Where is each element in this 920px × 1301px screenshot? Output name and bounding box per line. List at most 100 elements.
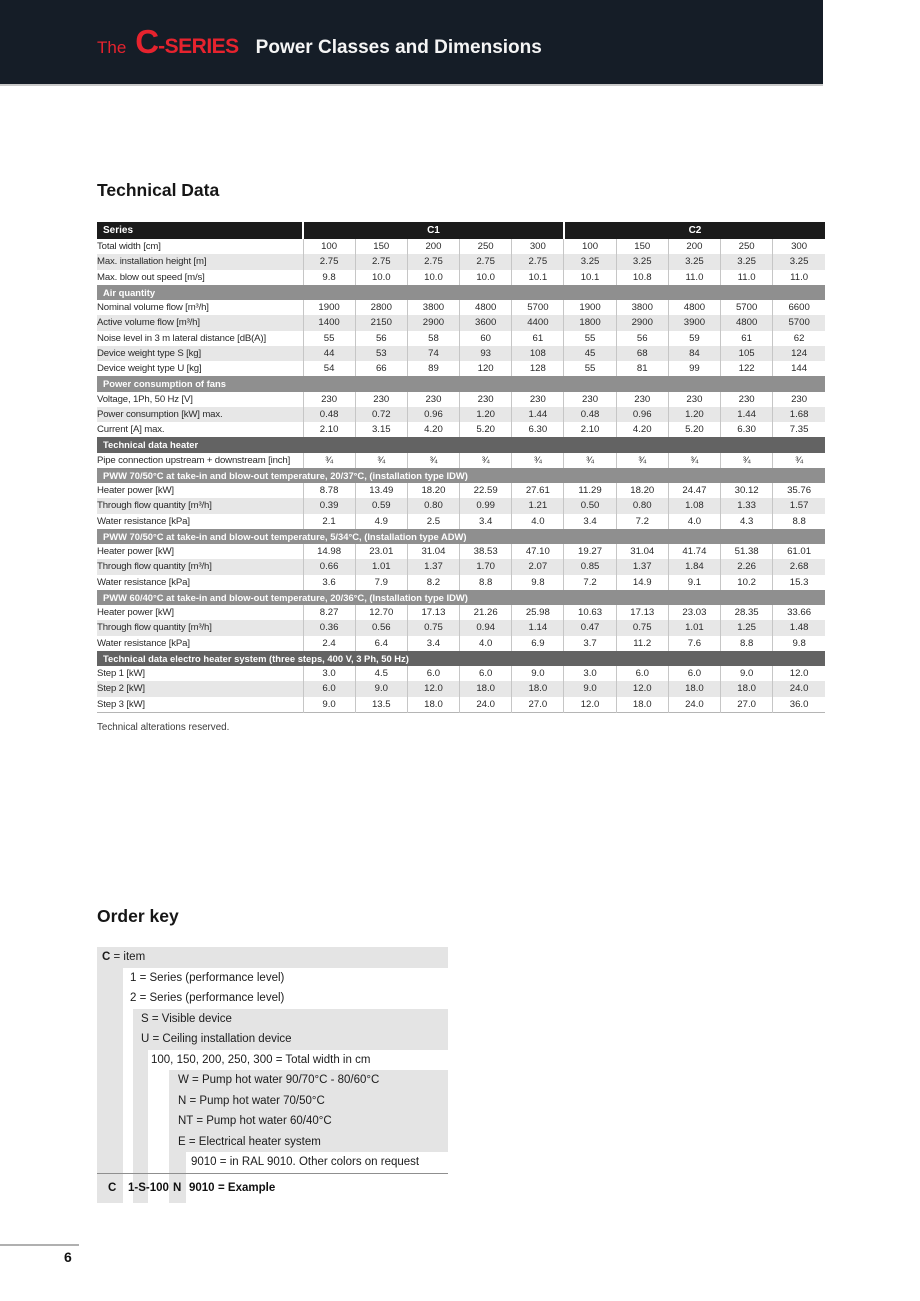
value-cell: 0.80	[406, 498, 460, 514]
value-cell: 10.1	[511, 269, 564, 285]
value-cell: 1.37	[615, 559, 669, 575]
value-cell: 10.0	[459, 269, 512, 285]
section-header-label: PWW 70/50°C at take-in and blow-out temp…	[97, 467, 825, 483]
value-cell: 5700	[720, 300, 773, 316]
value-cell: 55	[302, 330, 356, 346]
value-cell: 21.26	[459, 605, 512, 621]
value-cell: 124	[772, 345, 825, 361]
value-cell: 7.6	[667, 635, 721, 651]
value-cell: ¾	[563, 452, 617, 468]
value-cell: 44	[302, 345, 356, 361]
value-cell: 84	[667, 345, 721, 361]
alterations-note: Technical alterations reserved.	[97, 722, 230, 733]
value-cell: 2.5	[406, 513, 460, 529]
section-header-label: Air quantity	[97, 284, 825, 300]
table-row: Through flow quantity [m³/h] 0.39 0.59 0.80…	[97, 498, 825, 514]
value-cell: 3.25	[772, 254, 825, 270]
order-key-row: W = Pump hot water 90/70°C - 80/60°C	[97, 1070, 448, 1091]
value-cell: 1.37	[406, 559, 460, 575]
value-cell: 105	[720, 345, 773, 361]
value-cell: 66	[354, 361, 408, 377]
row-label: Nominal volume flow [m³/h]	[97, 302, 209, 314]
value-cell: 230	[302, 391, 356, 407]
value-cell: 2.68	[772, 559, 825, 575]
order-key-row-text: 1 = Series (performance level)	[130, 971, 285, 984]
value-cell: 7.35	[772, 422, 825, 438]
value-cell: 9.8	[772, 635, 825, 651]
value-cell: 1800	[563, 315, 617, 331]
value-cell: 4.9	[354, 513, 408, 529]
value-cell: 7.2	[563, 574, 617, 590]
value-cell: 13.49	[354, 483, 408, 499]
header-the-label: The	[97, 38, 127, 57]
value-cell: 2.75	[511, 254, 564, 270]
order-key-row-bar	[169, 1111, 448, 1132]
row-label: Current [A] max.	[97, 424, 165, 436]
table-row: Max. installation height [m] 2.75 2.75 2.75…	[97, 254, 825, 270]
row-label: Heater power [kW]	[97, 485, 174, 497]
value-cell: 2900	[406, 315, 460, 331]
value-cell: 1.70	[459, 559, 512, 575]
value-cell: 51.38	[720, 544, 773, 560]
value-cell: 230	[354, 391, 408, 407]
order-key-row: E = Electrical heater system	[97, 1131, 448, 1152]
series-header-cell: Series	[97, 222, 303, 239]
value-cell: 230	[615, 391, 669, 407]
value-cell: 99	[667, 361, 721, 377]
value-cell: 8.78	[302, 483, 356, 499]
value-cell: 22.59	[459, 483, 512, 499]
value-cell: 230	[511, 391, 564, 407]
value-cell: 3900	[667, 315, 721, 331]
value-cell: 13.5	[354, 696, 408, 713]
value-cell: 300	[772, 239, 825, 255]
order-key-row-bar	[169, 1070, 448, 1091]
value-cell: 53	[354, 345, 408, 361]
value-cell: 1.08	[667, 498, 721, 514]
value-cell: 3.25	[563, 254, 617, 270]
value-cell: 61	[720, 330, 773, 346]
value-cell: 56	[615, 330, 669, 346]
section-header-row: Power consumption of fans	[97, 376, 825, 392]
value-cell: 3.7	[563, 635, 617, 651]
value-cell: 230	[720, 391, 773, 407]
value-cell: 3.15	[354, 422, 408, 438]
value-cell: 9.1	[667, 574, 721, 590]
value-cell: 18.0	[667, 681, 721, 697]
order-key-row-bar	[97, 947, 448, 968]
value-cell: 6.0	[302, 681, 356, 697]
value-cell: 6.9	[511, 635, 564, 651]
value-cell: 24.0	[667, 696, 721, 713]
value-cell: 23.01	[354, 544, 408, 560]
value-cell: 9.0	[563, 681, 617, 697]
table-row: Water resistance [kPa] 2.4 6.4 3.4 4.0 6.9 3.7…	[97, 635, 825, 651]
value-cell: 8.2	[406, 574, 460, 590]
value-cell: 68	[615, 345, 669, 361]
row-label: Device weight type U [kg]	[97, 363, 202, 375]
value-cell: 9.0	[302, 696, 356, 713]
value-cell: 1.21	[511, 498, 564, 514]
value-cell: 59	[667, 330, 721, 346]
table-row: Power consumption [kW] max. 0.48 0.72 0.96 1…	[97, 406, 825, 422]
value-cell: 3.25	[615, 254, 669, 270]
value-cell: 54	[302, 361, 356, 377]
value-cell: 5.20	[459, 422, 512, 438]
section-header-label: Technical data electro heater system (th…	[97, 650, 825, 666]
order-key-row-text: W = Pump hot water 90/70°C - 80/60°C	[178, 1074, 380, 1086]
value-cell: 25.98	[511, 605, 564, 621]
value-cell: 9.8	[302, 269, 356, 285]
technical-data-table: Series C1 C2 Total width [cm] 100 150 200 25…	[97, 222, 825, 713]
value-cell: 1.44	[720, 406, 773, 422]
value-cell: 2.75	[302, 254, 356, 270]
table-row: Heater power [kW] 14.98 23.01 31.04 38.53 47.…	[97, 544, 825, 560]
value-cell: 150	[615, 239, 669, 255]
order-key-row-bar	[169, 1090, 448, 1111]
value-cell: 18.0	[720, 681, 773, 697]
row-label: Active volume flow [m³/h]	[97, 315, 303, 331]
value-cell: 2.10	[302, 422, 356, 438]
value-cell: 230	[563, 391, 617, 407]
order-key-diagram: C = item 1 = Series (performance level) 2 …	[97, 947, 448, 1203]
header-banner: The C -SERIES Power Classes and Dimensio…	[0, 0, 823, 84]
table-row: Water resistance [kPa] 2.1 4.9 2.5 3.4 4.0 3.4…	[97, 513, 825, 529]
value-cell: 1.01	[354, 559, 408, 575]
row-label: Heater power [kW]	[97, 546, 174, 558]
